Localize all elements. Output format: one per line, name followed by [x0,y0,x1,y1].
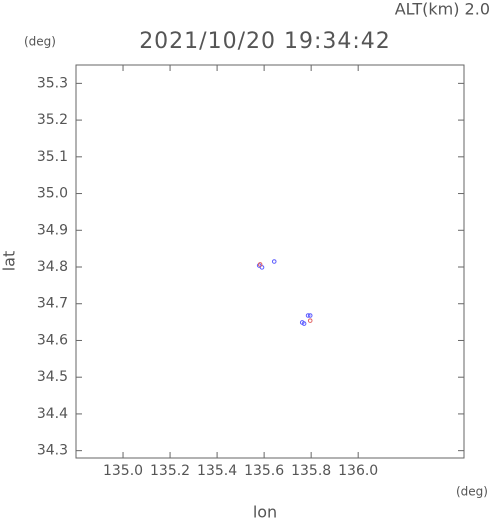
x-tick-label: 135.0 [103,463,143,479]
point [271,259,277,264]
point [301,321,307,326]
y-tick-label: 34.9 [37,222,68,238]
x-tick-label: 135.6 [244,463,284,479]
x-unit: (deg) [456,485,488,499]
y-tick-label: 35.1 [37,149,68,165]
x-tick-label: 135.2 [150,463,190,479]
y-tick-label: 35.3 [37,75,68,91]
y-tick-label: 35.0 [37,186,68,202]
y-tick-label: 34.3 [37,443,68,459]
x-axis-label: lon [253,503,277,521]
y-tick-label: 34.5 [37,369,68,385]
y-axis-label: lat [0,251,19,272]
chart-subtitle: ALT(km) 2.0 [395,0,490,19]
point [307,318,313,323]
point [305,313,311,318]
y-unit: (deg) [24,35,56,49]
point [257,262,263,267]
y-tick-label: 34.6 [37,332,68,348]
plot-frame [75,64,465,459]
y-tick-label: 34.4 [37,406,68,422]
y-tick-label: 35.2 [37,112,68,128]
chart-title: 2021/10/20 19:34:42 [139,29,391,54]
x-tick-label: 135.4 [197,463,237,479]
x-tick-label: 136.0 [338,463,378,479]
x-tick-label: 135.8 [291,463,331,479]
point [307,313,313,318]
y-tick-label: 34.8 [37,259,68,275]
y-tick-label: 34.7 [37,296,68,312]
